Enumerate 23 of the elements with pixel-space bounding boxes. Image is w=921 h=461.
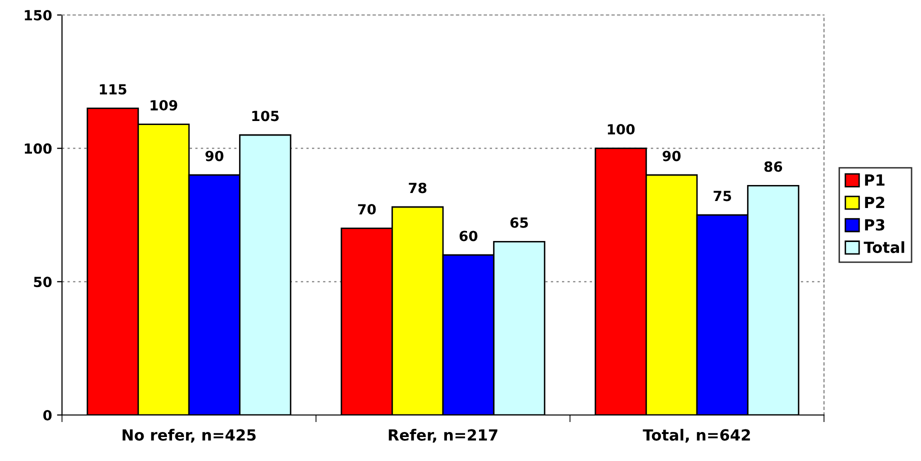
data-label: 70	[358, 204, 376, 215]
legend-label: P3	[865, 219, 884, 231]
data-label: 90	[662, 150, 681, 162]
data-label: 60	[460, 230, 478, 242]
data-label: 86	[764, 161, 782, 172]
data-label: 109	[150, 100, 178, 111]
y-tick-label: 50	[34, 276, 52, 288]
legend-label: P2	[865, 196, 884, 208]
legend-label: P1	[865, 174, 884, 186]
data-label: 90	[205, 150, 224, 162]
y-tick-label: 0	[43, 410, 52, 420]
data-label: 65	[510, 217, 528, 228]
y-tick-label: 100	[24, 143, 52, 154]
x-tick-label: Refer, n=217	[388, 428, 498, 443]
data-label: 105	[252, 110, 279, 122]
data-label: 78	[408, 182, 426, 194]
data-label: 115	[100, 84, 126, 95]
data-label: 100	[608, 124, 635, 135]
data-label: 75	[714, 190, 732, 202]
x-tick-label: No refer, n=425	[122, 428, 256, 443]
x-tick-label: Total, n=642	[642, 428, 750, 443]
legend-label: Total	[864, 241, 904, 254]
y-tick-label: 150	[24, 10, 52, 20]
